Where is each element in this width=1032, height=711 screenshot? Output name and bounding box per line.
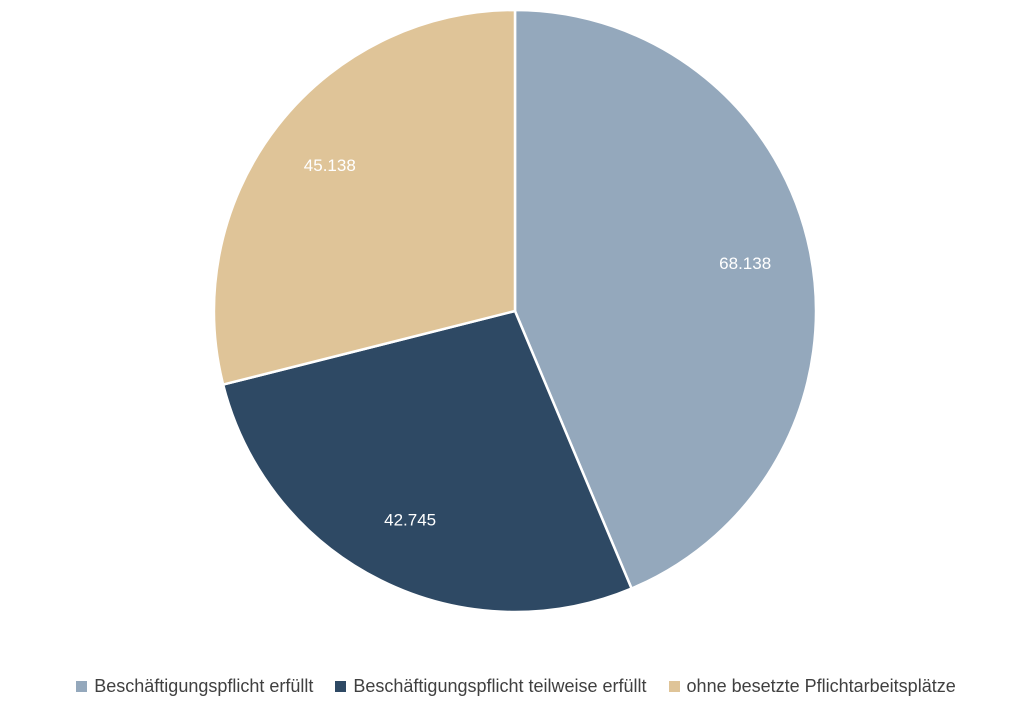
pie-data-labels: 68.138 42.745 45.138 <box>304 156 771 529</box>
legend-label-1: Beschäftigungspflicht erfüllt <box>94 676 314 696</box>
pie-slice-2 <box>221 309 633 614</box>
legend-label-3: ohne besetzte Pflichtarbeitsplätze <box>686 676 956 696</box>
legend-label-2: Beschäftigungspflicht teilweise erfüllt <box>353 676 647 696</box>
data-label-3: 45.138 <box>304 156 356 175</box>
pie-chart-svg: 68.138 42.745 45.138 <box>212 8 818 614</box>
legend-item-2: Beschäftigungspflicht teilweise erfüllt <box>335 676 647 697</box>
data-label-1: 68.138 <box>719 254 771 273</box>
pie-slice-3 <box>212 8 517 386</box>
legend-swatch-2 <box>335 681 347 692</box>
data-label-2: 42.745 <box>384 511 436 530</box>
legend-item-1: Beschäftigungspflicht erfüllt <box>76 676 313 697</box>
legend-swatch-1 <box>76 681 88 692</box>
chart-legend: Beschäftigungspflicht erfüllt Beschäftig… <box>0 676 1032 697</box>
legend-item-3: ohne besetzte Pflichtarbeitsplätze <box>668 676 956 697</box>
legend-swatch-3 <box>668 681 680 692</box>
pie-slice-1 <box>513 8 818 590</box>
pie-slices <box>212 8 818 614</box>
